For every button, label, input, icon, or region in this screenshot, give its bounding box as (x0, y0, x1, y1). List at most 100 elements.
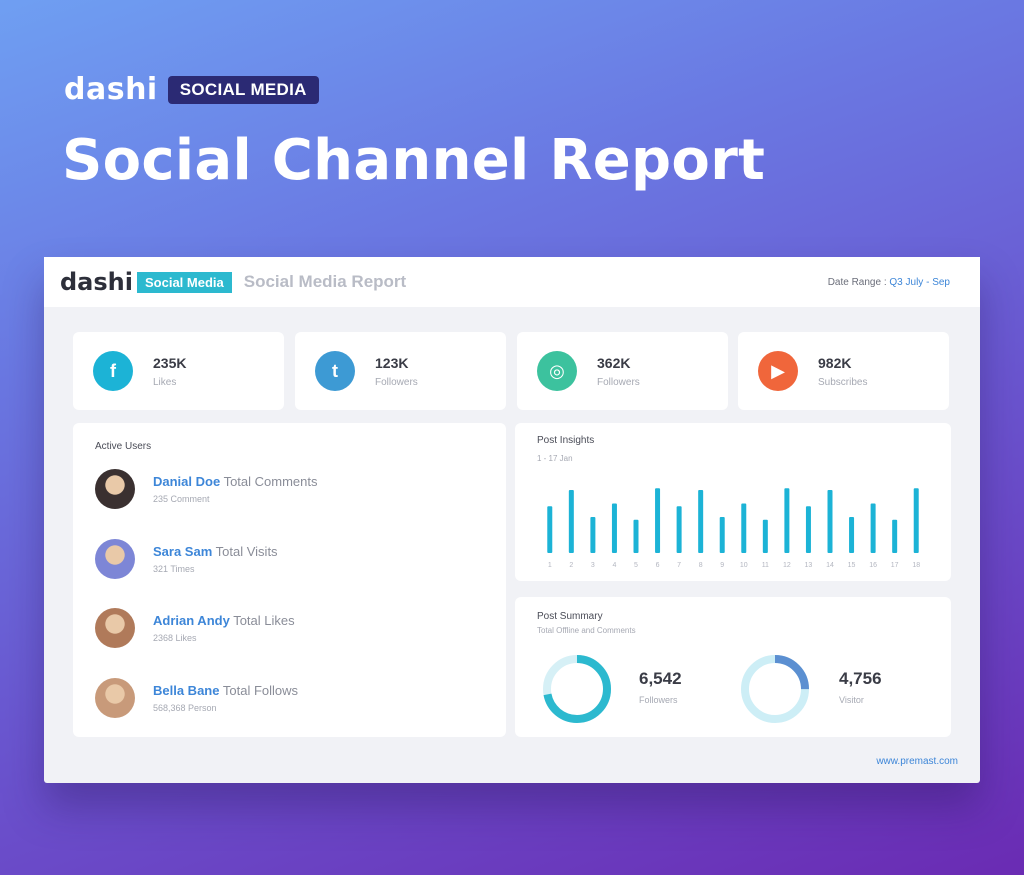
report-title: Social Media Report (243, 272, 407, 291)
report-badge: Social Media (136, 271, 232, 293)
bar (870, 503, 876, 553)
x-tick-label: 14 (826, 562, 834, 569)
stat-value: 982K (818, 354, 852, 371)
report-header: dashi Social Media Social Media Report D… (44, 257, 980, 307)
donut-arc (741, 655, 809, 723)
bar (590, 517, 596, 553)
user-metric: Total Visits (215, 544, 278, 559)
stat-label: Followers (375, 376, 418, 388)
hero-brand: dashi SOCIAL MEDIA (64, 72, 319, 107)
post-insights-title: Post Insights (537, 435, 595, 446)
bar (676, 506, 682, 553)
metric-label: Followers (639, 695, 678, 705)
user-detail: 235 Comment (153, 494, 210, 504)
stat-card-facebook: f 235K Likes (73, 332, 284, 410)
stat-label: Likes (153, 376, 177, 388)
date-range-label: Date Range : (827, 276, 890, 288)
followers-donut (543, 655, 611, 723)
list-item[interactable]: Sara Sam Total Visits 321 Times (95, 539, 278, 579)
report-logo: dashi (60, 268, 133, 296)
post-insights-chart: 1 2 3 4 5 6 7 8 9 10 11 12 13 14 15 16 17 18 (547, 488, 920, 569)
x-tick-label: 4 (612, 562, 616, 569)
stat-value: 123K (375, 354, 409, 371)
stat-value: 362K (597, 354, 631, 371)
page-title: Social Channel Report (62, 128, 766, 193)
bar (827, 490, 833, 553)
x-tick-label: 5 (634, 562, 638, 569)
post-insights-subtitle: 1 - 17 Jan (537, 454, 573, 463)
report-card: dashi Social Media Social Media Report D… (44, 257, 980, 783)
bar (913, 488, 919, 553)
active-users-panel: Active Users Danial Doe Total Comments 2… (73, 423, 506, 737)
followers-metric: 6,542 Followers (639, 669, 682, 705)
active-users-title: Active Users (95, 441, 152, 452)
bar (568, 490, 574, 553)
x-tick-label: 1 (548, 562, 552, 569)
user-name[interactable]: Sara Sam (153, 544, 213, 559)
instagram-icon[interactable]: ◎ (537, 351, 577, 391)
metric-value: 4,756 (839, 669, 882, 688)
user-name[interactable]: Danial Doe (153, 474, 221, 489)
bar (719, 517, 725, 553)
social-media-badge: SOCIAL MEDIA (167, 75, 319, 104)
user-detail: 568,368 Person (153, 703, 217, 713)
x-tick-label: 7 (677, 562, 681, 569)
donut-arc (543, 655, 611, 723)
bar (762, 519, 768, 553)
list-item[interactable]: Danial Doe Total Comments 235 Comment (95, 469, 318, 509)
user-detail: 2368 Likes (153, 633, 197, 643)
x-tick-label: 10 (740, 562, 748, 569)
post-summary-subtitle: Total Offline and Comments (537, 626, 636, 635)
bar (698, 490, 704, 553)
metric-label: Visitor (839, 695, 864, 705)
user-detail: 321 Times (153, 564, 195, 574)
twitter-icon[interactable]: t (315, 351, 355, 391)
x-tick-label: 3 (591, 562, 595, 569)
x-tick-label: 16 (869, 562, 877, 569)
date-range-value[interactable]: Q3 July - Sep (889, 276, 950, 288)
avatar (95, 608, 135, 648)
x-tick-label: 8 (699, 562, 703, 569)
visitor-donut (741, 655, 809, 723)
post-summary-title: Post Summary (537, 611, 603, 622)
youtube-icon[interactable]: ▶ (758, 351, 798, 391)
list-item[interactable]: Adrian Andy Total Likes 2368 Likes (95, 608, 295, 648)
x-tick-label: 2 (569, 562, 573, 569)
stat-card-youtube: ▶ 982K Subscribes (738, 332, 949, 410)
user-name[interactable]: Bella Bane (153, 683, 220, 698)
bar (892, 519, 898, 553)
bar (784, 488, 790, 553)
user-metric: Total Likes (233, 613, 295, 628)
bar (611, 503, 617, 553)
post-summary-panel: Post Summary Total Offline and Comments … (515, 597, 951, 737)
avatar (95, 469, 135, 509)
user-metric: Total Comments (223, 474, 318, 489)
bar (849, 517, 855, 553)
user-name[interactable]: Adrian Andy (153, 613, 230, 628)
x-tick-label: 6 (656, 562, 660, 569)
post-insights-panel: Post Insights 1 - 17 Jan 1 2 3 4 5 6 7 8 9 10 11 12… (515, 423, 951, 581)
user-metric: Total Follows (222, 683, 299, 698)
stat-card-twitter: t 123K Followers (295, 332, 506, 410)
stat-label: Followers (597, 376, 640, 388)
date-range: Date Range : Q3 July - Sep (828, 277, 950, 288)
bar (633, 519, 639, 553)
stat-value: 235K (153, 354, 187, 371)
bar (741, 503, 747, 553)
x-tick-label: 9 (720, 562, 724, 569)
facebook-icon[interactable]: f (93, 351, 133, 391)
list-item[interactable]: Bella Bane Total Follows 568,368 Person (95, 678, 298, 718)
bar (547, 506, 553, 553)
bar (805, 506, 811, 553)
metric-value: 6,542 (639, 669, 682, 688)
bar (655, 488, 661, 553)
x-tick-label: 15 (848, 562, 856, 569)
x-tick-label: 13 (805, 562, 813, 569)
x-tick-label: 11 (762, 562, 769, 569)
visitor-metric: 4,756 Visitor (839, 669, 882, 705)
avatar (95, 539, 135, 579)
dashi-logo: dashi (64, 72, 158, 107)
avatar (95, 678, 135, 718)
website-link[interactable]: www.premast.com (876, 756, 958, 767)
x-tick-label: 12 (783, 562, 791, 569)
